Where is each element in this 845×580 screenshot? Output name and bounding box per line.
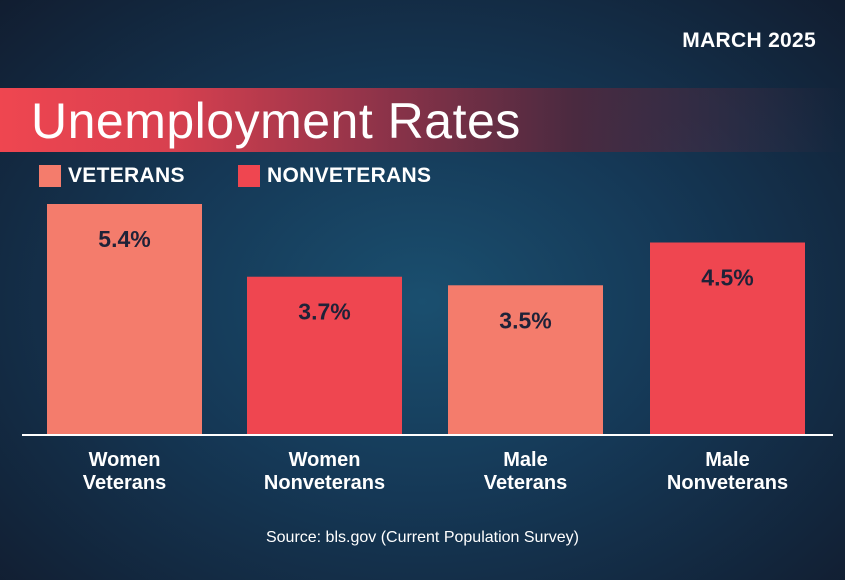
bar-chart: 5.4%WomenVeterans3.7%WomenNonveterans3.5… <box>47 204 805 494</box>
category-label-women-veterans-line-2: Veterans <box>83 472 166 494</box>
date-label: MARCH 2025 <box>682 29 816 52</box>
value-label-male-nonveterans: 4.5% <box>701 265 753 291</box>
legend-swatch-veterans <box>39 165 61 187</box>
legend-item-nonveterans: NONVETERANS <box>238 164 432 187</box>
legend-swatch-nonveterans <box>238 165 260 187</box>
category-label-male-veterans-line-1: Male <box>503 449 547 471</box>
category-label-male-nonveterans-line-2: Nonveterans <box>667 472 788 494</box>
value-label-women-veterans: 5.4% <box>98 226 150 252</box>
bar-women-nonveterans <box>247 276 402 435</box>
category-label-male-nonveterans-line-1: Male <box>705 449 749 471</box>
bar-women-veterans <box>47 204 202 435</box>
value-label-women-nonveterans: 3.7% <box>298 299 350 325</box>
legend-item-veterans: VETERANS <box>39 164 185 187</box>
legend-label-veterans: VETERANS <box>68 164 185 187</box>
bar-male-nonveterans <box>650 242 805 435</box>
title-band <box>0 88 845 152</box>
category-label-male-veterans-line-2: Veterans <box>484 472 567 494</box>
category-label-women-nonveterans-line-2: Nonveterans <box>264 472 385 494</box>
category-label-women-nonveterans-line-1: Women <box>289 449 361 471</box>
chart-title: Unemployment Rates <box>31 93 521 149</box>
category-label-women-veterans-line-1: Women <box>89 449 161 471</box>
bar-male-veterans <box>448 285 603 435</box>
source-note: Source: bls.gov (Current Population Surv… <box>265 529 580 546</box>
legend-label-nonveterans: NONVETERANS <box>267 164 432 187</box>
value-label-male-veterans: 3.5% <box>499 307 551 333</box>
